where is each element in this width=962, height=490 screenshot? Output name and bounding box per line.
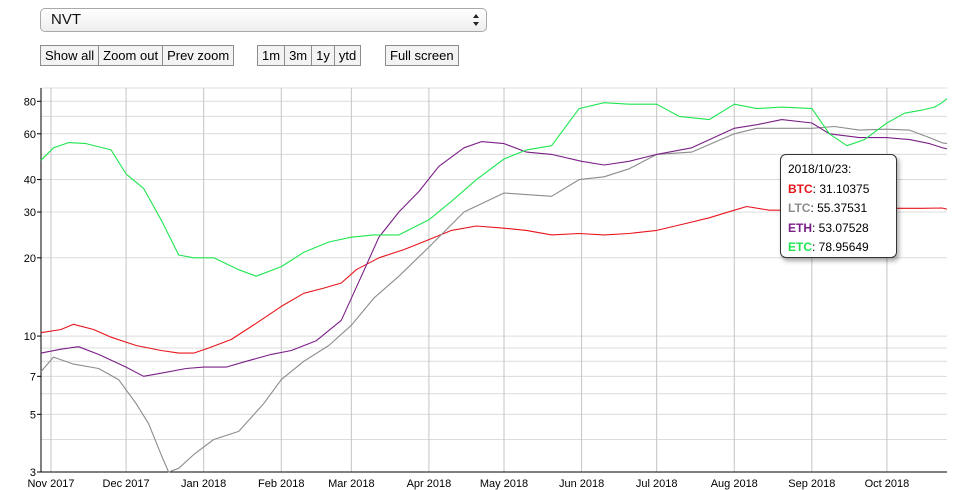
tooltip-label-eth: ETH bbox=[788, 220, 812, 235]
zoom-out-button[interactable]: Zoom out bbox=[98, 45, 164, 66]
y-tick-label: 5 bbox=[30, 409, 36, 421]
tooltip-value-etc: : 78.95649 bbox=[812, 240, 869, 254]
y-tick-label: 80 bbox=[24, 96, 36, 108]
coin-select-value: NVT bbox=[51, 11, 81, 28]
y-tick-label: 7 bbox=[30, 371, 36, 383]
tooltip-label-ltc: LTC bbox=[788, 201, 811, 215]
chart-axes bbox=[37, 88, 947, 473]
x-tick-label: Jun 2018 bbox=[559, 478, 604, 490]
x-tick-label: Sep 2018 bbox=[788, 478, 835, 490]
updown-caret-icon bbox=[473, 14, 479, 26]
x-tick-label: Nov 2017 bbox=[27, 478, 74, 490]
tooltip-row-etc: ETC: 78.95649 bbox=[788, 238, 889, 258]
x-tick-label: Feb 2018 bbox=[258, 478, 304, 490]
tooltip-date: 2018/10/23: bbox=[788, 162, 852, 176]
coin-select[interactable]: NVT bbox=[40, 8, 487, 32]
chart-tick-labels: 3 5 7 10 20 30 40 60 80 Nov 2017 Dec 2017 Jan 2018 F… bbox=[24, 96, 910, 490]
hover-tooltip: 2018/10/23: BTC: 31.10375 LTC: 55.37531 … bbox=[780, 154, 897, 258]
y-tick-label: 20 bbox=[24, 253, 36, 265]
prev-zoom-button[interactable]: Prev zoom bbox=[162, 45, 235, 66]
x-tick-label: Jan 2018 bbox=[181, 478, 226, 490]
chart-grid bbox=[41, 87, 947, 473]
chart-series bbox=[40, 98, 948, 473]
tooltip-row-ltc: LTC: 55.37531 bbox=[788, 199, 889, 219]
y-tick-label: 60 bbox=[24, 129, 36, 141]
x-tick-label: Aug 2018 bbox=[711, 478, 758, 490]
x-tick-label: Jul 2018 bbox=[636, 478, 678, 490]
range-ytd-button[interactable]: ytd bbox=[333, 45, 362, 66]
x-tick-label: Apr 2018 bbox=[407, 478, 452, 490]
x-tick-label: Oct 2018 bbox=[865, 478, 910, 490]
tooltip-row-btc: BTC: 31.10375 bbox=[788, 180, 889, 200]
x-tick-label: May 2018 bbox=[480, 478, 528, 490]
x-tick-label: Mar 2018 bbox=[328, 478, 374, 490]
tooltip-value-eth: : 53.07528 bbox=[812, 220, 869, 235]
y-tick-label: 30 bbox=[24, 207, 36, 219]
tooltip-label-etc: ETC bbox=[788, 240, 812, 254]
tooltip-value-btc: : 31.10375 bbox=[812, 181, 870, 196]
zoom-button-group: Show all Zoom out Prev zoom bbox=[40, 45, 235, 66]
y-tick-label: 40 bbox=[24, 175, 36, 187]
tooltip-value-ltc: : 55.37531 bbox=[810, 201, 868, 215]
full-screen-button[interactable]: Full screen bbox=[385, 45, 459, 66]
tooltip-row-eth: ETH: 53.07528 bbox=[788, 219, 889, 239]
series-line-etc bbox=[40, 98, 948, 277]
tooltip-label-btc: BTC bbox=[788, 181, 813, 196]
range-1m-button[interactable]: 1m bbox=[257, 45, 286, 66]
series-line-eth bbox=[40, 119, 948, 377]
y-tick-label: 10 bbox=[24, 331, 36, 343]
x-tick-label: Dec 2017 bbox=[103, 478, 150, 490]
range-button-group: 1m 3m 1y ytd bbox=[257, 45, 362, 66]
y-tick-label: 3 bbox=[30, 467, 36, 479]
